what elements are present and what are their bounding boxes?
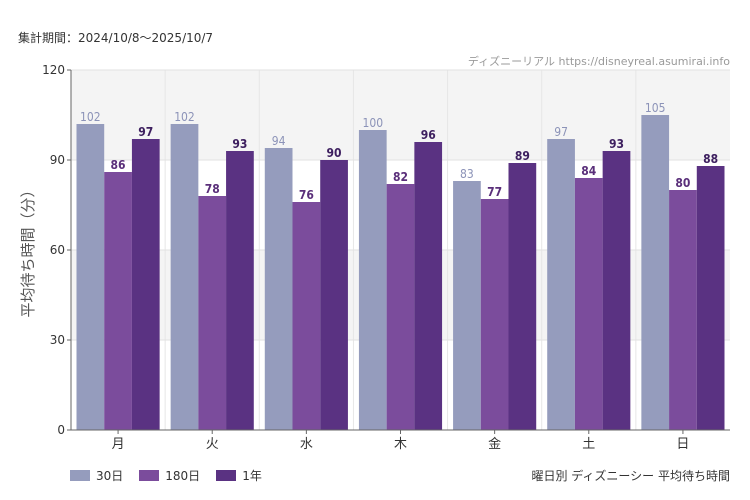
y-tick-label: 0 (57, 423, 65, 437)
bar (696, 166, 725, 430)
x-tick-label: 土 (582, 437, 595, 452)
bar-value-label: 84 (581, 164, 597, 178)
bar (292, 202, 321, 430)
bar (198, 196, 227, 430)
bar (669, 190, 697, 430)
bar-value-label: 78 (205, 182, 220, 196)
bar (170, 124, 199, 430)
x-tick-label: 月 (112, 437, 125, 452)
bar-value-label: 86 (111, 158, 126, 172)
bar-value-label: 90 (327, 146, 342, 160)
legend-item-30d[interactable]: 30日 (70, 467, 123, 484)
bar-value-label: 93 (609, 137, 624, 151)
legend-swatch-180d (139, 470, 160, 481)
credit-label: ディズニーリアル https://disneyreal.asumirai.inf… (467, 55, 730, 68)
bar (386, 184, 415, 430)
y-tick-label: 120 (42, 63, 65, 77)
bar (320, 160, 348, 430)
legend: 30日 180日 1年 (70, 467, 262, 484)
bar-value-label: 82 (393, 170, 408, 184)
bar (104, 172, 132, 430)
bar-value-label: 94 (272, 134, 286, 148)
bar (508, 163, 537, 430)
legend-swatch-1y (216, 470, 237, 481)
bar (574, 178, 603, 430)
chart-footer-title: 曜日別 ディズニーシー 平均待ち時間 (531, 469, 730, 483)
x-tick-label: 金 (488, 436, 501, 452)
bar-value-label: 80 (675, 176, 690, 190)
bar-value-label: 77 (487, 185, 502, 199)
y-tick-label: 90 (50, 153, 65, 167)
bar-value-label: 96 (421, 128, 436, 142)
bar-value-label: 102 (80, 110, 101, 124)
y-axis-label: 平均待ち時間（分） (19, 182, 37, 317)
legend-label-180d: 180日 (165, 469, 201, 483)
bar (453, 181, 481, 430)
x-tick-label: 木 (394, 437, 407, 452)
bar-value-label: 88 (703, 152, 718, 166)
bar-value-label: 105 (645, 101, 666, 115)
x-tick-label: 日 (676, 437, 689, 452)
bar-value-label: 102 (174, 110, 195, 124)
legend-label-30d: 30日 (96, 469, 124, 483)
legend-label-1y: 1年 (242, 469, 262, 483)
bar (358, 130, 387, 430)
bar-value-label: 97 (138, 125, 153, 139)
bar (414, 142, 443, 430)
bar-value-label: 93 (232, 137, 247, 151)
bar (602, 151, 631, 430)
x-tick-label: 火 (206, 437, 219, 452)
legend-swatch-30d (70, 470, 90, 481)
bar-value-label: 100 (362, 116, 383, 130)
bar (480, 199, 509, 430)
bar (76, 124, 105, 430)
y-tick-label: 30 (50, 333, 65, 347)
bar (547, 139, 575, 430)
bar (226, 151, 254, 430)
x-tick-label: 水 (300, 437, 313, 452)
plot-band (71, 70, 730, 160)
bar-value-label: 89 (515, 149, 530, 163)
bar (641, 115, 670, 430)
bar-value-label: 76 (299, 188, 314, 202)
bar (131, 139, 160, 430)
bar-value-label: 97 (554, 125, 568, 139)
bar (264, 148, 293, 430)
y-tick-label: 60 (50, 243, 65, 257)
period-label: 集計期間：2024/10/8～2025/10/7 (18, 31, 214, 45)
legend-item-1y[interactable]: 1年 (216, 467, 262, 484)
legend-item-180d[interactable]: 180日 (139, 467, 200, 484)
bar-value-label: 83 (460, 167, 474, 181)
